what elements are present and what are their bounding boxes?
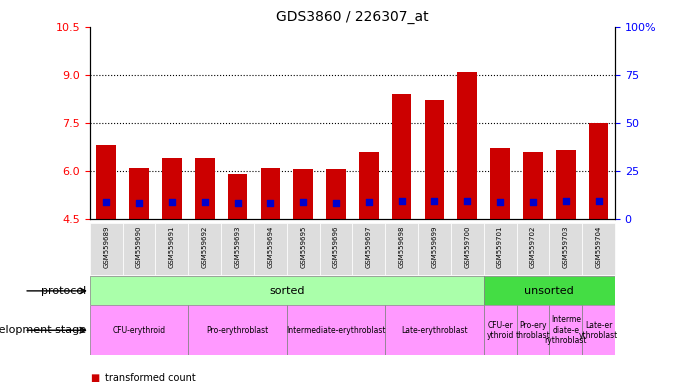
Point: [265, 200, 276, 206]
Text: CFU-er
ythroid: CFU-er ythroid: [486, 321, 514, 340]
Bar: [424, 101, 444, 219]
Text: GSM559700: GSM559700: [464, 225, 471, 268]
Text: Late-er
ythroblast: Late-er ythroblast: [579, 321, 618, 340]
Bar: [457, 72, 477, 219]
Text: transformed count: transformed count: [105, 373, 196, 383]
FancyBboxPatch shape: [484, 305, 516, 355]
Point: [593, 198, 604, 204]
Text: GSM559692: GSM559692: [202, 225, 208, 268]
Text: GSM559702: GSM559702: [530, 225, 536, 268]
Bar: [359, 152, 379, 219]
Point: [560, 198, 571, 204]
Text: Late-erythroblast: Late-erythroblast: [401, 326, 468, 335]
Bar: [326, 169, 346, 219]
Bar: [129, 168, 149, 219]
Bar: [227, 174, 247, 219]
FancyBboxPatch shape: [254, 223, 287, 275]
Bar: [523, 152, 542, 219]
Text: CFU-erythroid: CFU-erythroid: [113, 326, 166, 335]
FancyBboxPatch shape: [90, 276, 484, 305]
FancyBboxPatch shape: [385, 223, 418, 275]
FancyBboxPatch shape: [188, 223, 221, 275]
Point: [527, 199, 538, 205]
Bar: [96, 145, 116, 219]
FancyBboxPatch shape: [287, 305, 385, 355]
FancyBboxPatch shape: [418, 223, 451, 275]
FancyBboxPatch shape: [582, 305, 615, 355]
FancyBboxPatch shape: [188, 305, 287, 355]
Title: GDS3860 / 226307_at: GDS3860 / 226307_at: [276, 10, 428, 25]
Point: [363, 199, 375, 205]
Text: GSM559691: GSM559691: [169, 225, 175, 268]
Text: protocol: protocol: [41, 286, 86, 296]
Bar: [490, 149, 510, 219]
Point: [462, 197, 473, 204]
FancyBboxPatch shape: [549, 305, 582, 355]
FancyBboxPatch shape: [122, 223, 155, 275]
FancyBboxPatch shape: [221, 223, 254, 275]
FancyBboxPatch shape: [155, 223, 188, 275]
Text: Interme
diate-e
rythroblast: Interme diate-e rythroblast: [545, 315, 587, 345]
Text: GSM559694: GSM559694: [267, 225, 274, 268]
Bar: [261, 168, 280, 219]
Text: Intermediate-erythroblast: Intermediate-erythroblast: [286, 326, 386, 335]
FancyBboxPatch shape: [451, 223, 484, 275]
FancyBboxPatch shape: [352, 223, 385, 275]
Text: GSM559695: GSM559695: [300, 225, 306, 268]
Text: GSM559697: GSM559697: [366, 225, 372, 268]
FancyBboxPatch shape: [90, 305, 188, 355]
Point: [396, 198, 407, 204]
Point: [330, 200, 341, 206]
Point: [167, 199, 178, 205]
FancyBboxPatch shape: [385, 305, 484, 355]
Bar: [556, 150, 576, 219]
Bar: [392, 94, 411, 219]
FancyBboxPatch shape: [287, 223, 319, 275]
FancyBboxPatch shape: [484, 276, 615, 305]
Bar: [293, 169, 313, 219]
FancyBboxPatch shape: [516, 305, 549, 355]
Point: [429, 198, 440, 204]
Text: sorted: sorted: [269, 286, 305, 296]
FancyBboxPatch shape: [319, 223, 352, 275]
Text: Pro-ery
throblast: Pro-ery throblast: [515, 321, 550, 340]
Bar: [162, 158, 182, 219]
FancyBboxPatch shape: [516, 223, 549, 275]
Bar: [589, 123, 608, 219]
Text: GSM559696: GSM559696: [333, 225, 339, 268]
Text: GSM559699: GSM559699: [431, 225, 437, 268]
FancyBboxPatch shape: [582, 223, 615, 275]
FancyBboxPatch shape: [484, 223, 516, 275]
Text: development stage: development stage: [0, 325, 86, 335]
Point: [133, 200, 144, 206]
Text: GSM559703: GSM559703: [562, 225, 569, 268]
FancyBboxPatch shape: [90, 223, 122, 275]
Point: [199, 199, 210, 205]
Point: [232, 200, 243, 206]
Text: GSM559693: GSM559693: [234, 225, 240, 268]
Text: ■: ■: [90, 373, 99, 383]
FancyBboxPatch shape: [549, 223, 582, 275]
Point: [495, 199, 506, 205]
Point: [101, 199, 112, 205]
Text: GSM559701: GSM559701: [497, 225, 503, 268]
Text: GSM559690: GSM559690: [136, 225, 142, 268]
Text: GSM559689: GSM559689: [103, 225, 109, 268]
Text: unsorted: unsorted: [524, 286, 574, 296]
Text: GSM559698: GSM559698: [399, 225, 405, 268]
Bar: [195, 158, 214, 219]
Point: [298, 199, 309, 205]
Text: GSM559704: GSM559704: [596, 225, 602, 268]
Text: Pro-erythroblast: Pro-erythroblast: [207, 326, 269, 335]
